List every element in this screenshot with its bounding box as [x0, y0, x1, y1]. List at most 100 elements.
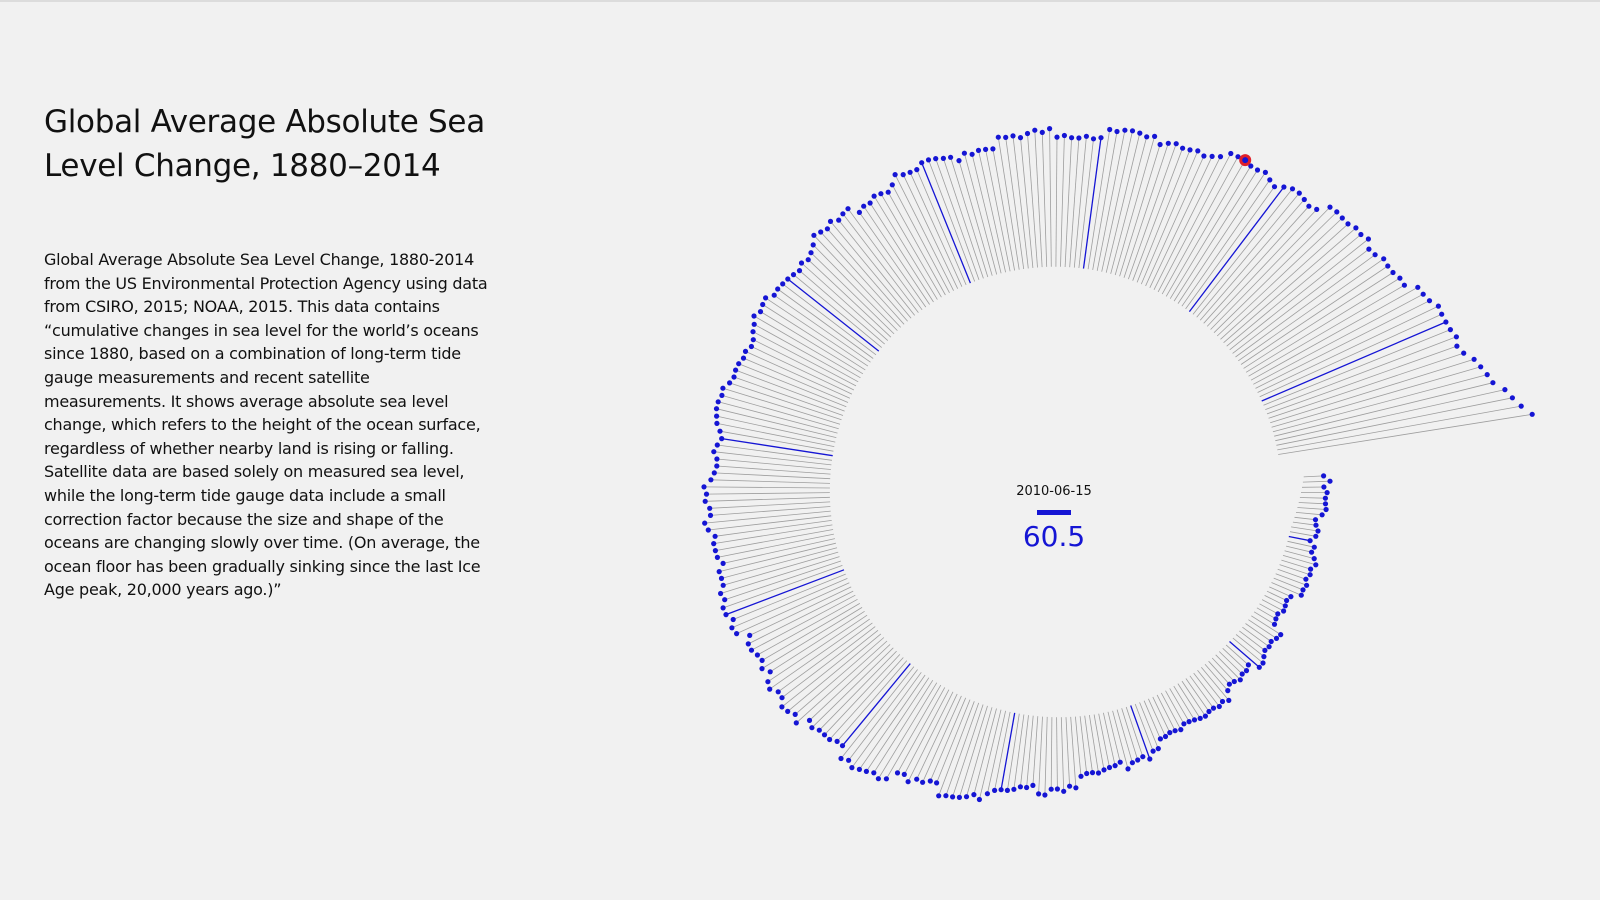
data-point[interactable]: [747, 632, 753, 639]
data-point[interactable]: [719, 392, 725, 398]
data-point[interactable]: [1039, 129, 1045, 135]
data-point[interactable]: [1024, 130, 1031, 137]
data-point[interactable]: [1453, 334, 1459, 340]
data-point[interactable]: [925, 157, 932, 163]
data-point[interactable]: [821, 732, 828, 738]
data-point[interactable]: [1454, 343, 1460, 349]
data-point[interactable]: [745, 641, 751, 647]
data-point[interactable]: [1197, 715, 1203, 722]
data-point[interactable]: [1296, 190, 1302, 196]
data-point[interactable]: [714, 442, 720, 448]
data-point[interactable]: [1313, 533, 1319, 539]
data-point[interactable]: [1061, 132, 1067, 139]
data-point[interactable]: [1309, 549, 1315, 555]
data-point[interactable]: [863, 768, 869, 775]
data-point[interactable]: [717, 428, 723, 434]
data-point[interactable]: [779, 704, 785, 710]
data-point[interactable]: [748, 343, 754, 350]
data-point[interactable]: [1180, 145, 1186, 151]
data-point[interactable]: [1030, 782, 1036, 789]
data-point[interactable]: [1147, 756, 1153, 762]
data-point[interactable]: [1260, 660, 1266, 666]
data-point[interactable]: [810, 242, 816, 248]
data-point[interactable]: [1278, 632, 1284, 638]
data-point[interactable]: [771, 292, 777, 298]
data-point[interactable]: [806, 717, 813, 724]
data-point[interactable]: [914, 167, 920, 173]
data-point[interactable]: [722, 597, 728, 603]
data-point[interactable]: [1381, 256, 1387, 262]
data-point[interactable]: [711, 470, 717, 476]
data-point[interactable]: [1490, 380, 1496, 386]
data-point[interactable]: [1261, 654, 1267, 660]
data-point[interactable]: [1157, 736, 1163, 742]
data-point[interactable]: [1243, 668, 1250, 674]
data-point[interactable]: [1155, 746, 1161, 752]
data-point[interactable]: [734, 631, 740, 637]
data-point[interactable]: [1217, 154, 1224, 160]
data-point[interactable]: [707, 512, 714, 518]
data-point[interactable]: [992, 787, 998, 794]
data-point[interactable]: [871, 193, 877, 199]
data-point[interactable]: [1047, 126, 1053, 132]
data-point[interactable]: [894, 770, 901, 776]
data-point[interactable]: [805, 257, 811, 263]
data-point[interactable]: [809, 725, 815, 731]
data-point[interactable]: [1358, 231, 1364, 238]
data-point[interactable]: [948, 154, 954, 160]
data-point[interactable]: [1237, 677, 1243, 683]
data-point[interactable]: [751, 313, 757, 319]
data-point[interactable]: [1484, 372, 1490, 378]
data-point[interactable]: [727, 380, 733, 386]
data-point[interactable]: [1095, 770, 1102, 776]
data-point[interactable]: [1017, 135, 1024, 141]
data-point[interactable]: [1323, 506, 1329, 513]
data-point[interactable]: [785, 708, 791, 715]
data-point[interactable]: [1518, 403, 1524, 409]
data-point[interactable]: [1226, 697, 1232, 704]
data-point[interactable]: [702, 498, 708, 504]
data-point[interactable]: [827, 218, 834, 224]
data-point[interactable]: [719, 436, 725, 442]
data-point[interactable]: [867, 200, 873, 206]
data-point[interactable]: [956, 158, 962, 164]
data-point[interactable]: [1228, 150, 1234, 157]
data-point[interactable]: [940, 155, 946, 161]
data-point[interactable]: [1125, 766, 1131, 772]
data-point[interactable]: [1321, 484, 1327, 490]
data-point[interactable]: [983, 146, 989, 152]
data-point[interactable]: [1172, 728, 1178, 734]
data-point[interactable]: [1353, 225, 1359, 231]
data-point[interactable]: [1083, 133, 1089, 139]
data-point[interactable]: [1210, 705, 1217, 711]
data-point[interactable]: [1385, 263, 1391, 269]
data-point[interactable]: [1248, 163, 1254, 169]
data-point[interactable]: [811, 232, 817, 238]
data-point[interactable]: [1181, 721, 1187, 727]
data-point[interactable]: [1273, 616, 1279, 622]
data-point[interactable]: [1067, 783, 1073, 789]
data-point[interactable]: [1239, 671, 1245, 677]
data-point[interactable]: [907, 169, 913, 175]
data-point[interactable]: [1195, 148, 1201, 154]
data-point[interactable]: [1266, 644, 1272, 650]
data-point[interactable]: [1225, 688, 1231, 694]
data-point[interactable]: [1209, 153, 1215, 159]
data-point[interactable]: [793, 720, 799, 726]
data-point[interactable]: [798, 260, 805, 266]
data-point[interactable]: [708, 477, 714, 483]
data-point[interactable]: [1289, 186, 1296, 192]
data-point[interactable]: [711, 449, 717, 455]
data-point[interactable]: [720, 582, 726, 588]
data-point[interactable]: [971, 792, 977, 798]
data-point[interactable]: [1101, 767, 1107, 773]
data-point[interactable]: [827, 736, 833, 743]
data-point[interactable]: [905, 779, 911, 785]
data-point[interactable]: [775, 286, 781, 292]
data-point[interactable]: [1129, 128, 1136, 134]
data-point[interactable]: [715, 399, 721, 405]
data-point[interactable]: [1304, 582, 1310, 588]
data-point[interactable]: [1078, 773, 1084, 779]
data-point[interactable]: [1365, 236, 1371, 242]
data-point[interactable]: [1122, 127, 1128, 133]
